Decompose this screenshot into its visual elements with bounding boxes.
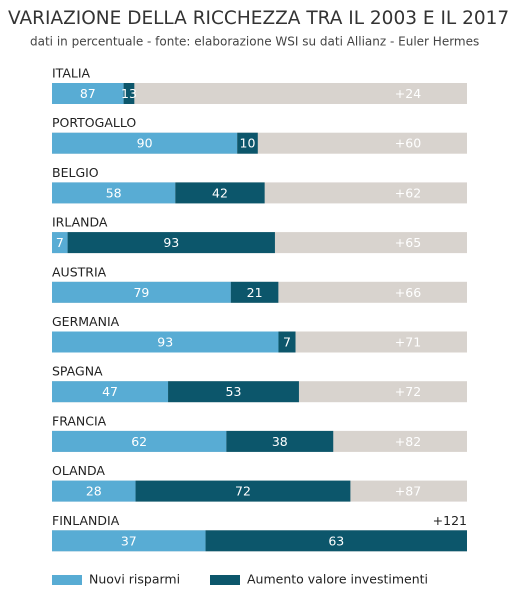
segment-label: 93 [157, 335, 173, 350]
chart-subtitle: dati in percentuale - fonte: elaborazion… [30, 35, 479, 49]
segment-label: 47 [102, 384, 118, 399]
total-label: +82 [395, 434, 421, 449]
segment-label: 53 [226, 384, 242, 399]
bar-segment [168, 381, 299, 403]
category-label: GERMANIA [52, 314, 120, 329]
bar-segment [123, 83, 135, 104]
bar-segment [237, 132, 258, 154]
segment-label: 7 [56, 235, 64, 250]
category-label: IRLANDA [52, 215, 108, 230]
bar-segment [52, 232, 68, 254]
segment-label: 93 [163, 235, 179, 250]
segment-label: 79 [133, 285, 149, 300]
legend-swatch [52, 575, 82, 585]
segment-label: 87 [80, 86, 96, 101]
segment-label: 62 [131, 434, 147, 449]
total-label: +24 [395, 86, 421, 101]
total-label: +60 [395, 136, 421, 151]
category-label: SPAGNA [52, 364, 103, 379]
segment-label: 10 [240, 136, 256, 151]
legend-swatch [210, 575, 240, 585]
category-label: BELGIO [52, 165, 99, 180]
segment-label: 7 [283, 335, 291, 350]
bar-segment [175, 182, 265, 204]
bar-segment [52, 480, 136, 502]
segment-label: 28 [86, 484, 102, 499]
segment-label: 58 [106, 185, 122, 200]
bar-segment [205, 530, 468, 552]
bar-segment [52, 381, 169, 403]
segment-label: 42 [212, 185, 228, 200]
total-label: +121 [433, 513, 467, 528]
total-label: +72 [395, 384, 421, 399]
total-label: +87 [395, 484, 421, 499]
total-label: +66 [395, 285, 421, 300]
segment-label: 13 [121, 86, 137, 101]
segment-label: 90 [137, 136, 153, 151]
category-label: FINLANDIA [52, 513, 120, 528]
bar-segment [52, 182, 176, 204]
category-label: PORTOGALLO [52, 115, 136, 130]
segment-label: 38 [272, 434, 288, 449]
total-label: +65 [395, 235, 421, 250]
bar-segment [52, 281, 231, 303]
bar-segment [226, 430, 334, 452]
bar-segment [230, 281, 279, 303]
track [52, 83, 467, 104]
bar-segment [52, 331, 279, 353]
category-label: FRANCIA [52, 413, 107, 428]
bar-segment [52, 83, 124, 104]
segment-label: 37 [121, 533, 137, 548]
legend-label: Aumento valore investimenti [247, 572, 428, 587]
category-label: OLANDA [52, 463, 105, 478]
bar-segment [278, 331, 296, 353]
total-label: +71 [395, 335, 421, 350]
total-label: +62 [395, 185, 421, 200]
bar-segment [135, 480, 351, 502]
bar-segment [52, 530, 206, 552]
bar-segment [52, 132, 238, 154]
category-label: AUSTRIA [52, 264, 107, 279]
bar-segment [52, 430, 227, 452]
chart-title: VARIAZIONE DELLA RICCHEZZA TRA IL 2003 E… [8, 8, 509, 29]
legend-label: Nuovi risparmi [89, 572, 180, 587]
segment-label: 72 [235, 484, 251, 499]
category-label: ITALIA [52, 66, 91, 81]
bar-segment [67, 232, 275, 254]
segment-label: 21 [247, 285, 263, 300]
segment-label: 63 [328, 533, 344, 548]
